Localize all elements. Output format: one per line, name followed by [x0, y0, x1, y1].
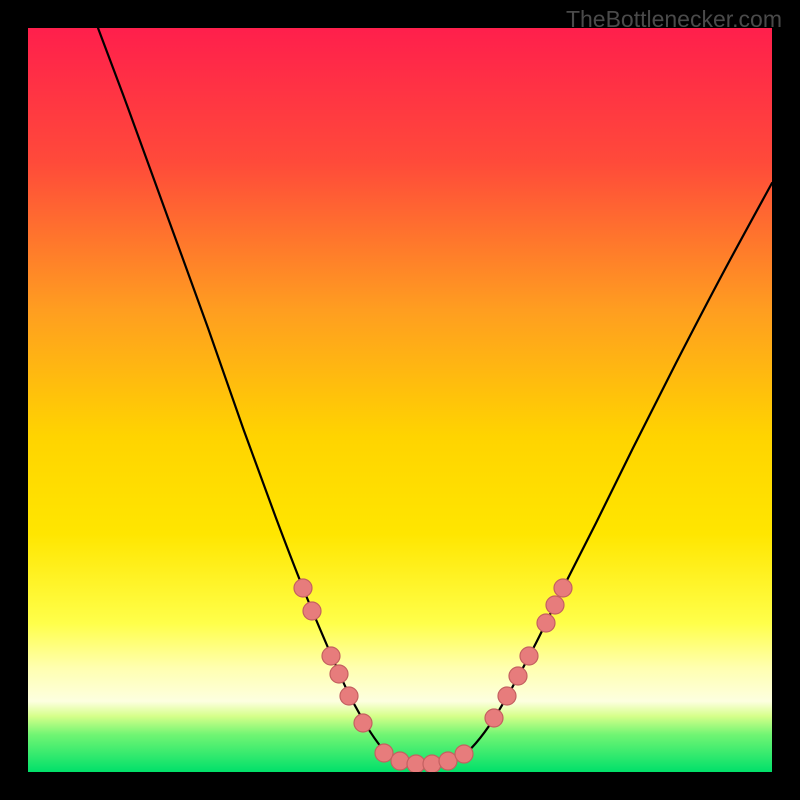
- data-marker: [520, 647, 538, 665]
- data-marker: [498, 687, 516, 705]
- data-marker: [322, 647, 340, 665]
- data-marker: [537, 614, 555, 632]
- data-marker: [303, 602, 321, 620]
- data-marker: [354, 714, 372, 732]
- data-marker: [340, 687, 358, 705]
- data-marker: [294, 579, 312, 597]
- data-marker: [439, 752, 457, 770]
- plot-area: [28, 28, 772, 772]
- data-marker: [423, 755, 441, 772]
- data-marker: [455, 745, 473, 763]
- watermark-text: TheBottlenecker.com: [566, 6, 782, 33]
- data-marker: [546, 596, 564, 614]
- data-marker: [554, 579, 572, 597]
- data-marker: [391, 752, 409, 770]
- chart-frame: TheBottlenecker.com: [0, 0, 800, 800]
- data-marker: [375, 744, 393, 762]
- data-marker: [485, 709, 503, 727]
- chart-svg: [28, 28, 772, 772]
- data-marker: [407, 755, 425, 772]
- data-marker: [509, 667, 527, 685]
- data-marker: [330, 665, 348, 683]
